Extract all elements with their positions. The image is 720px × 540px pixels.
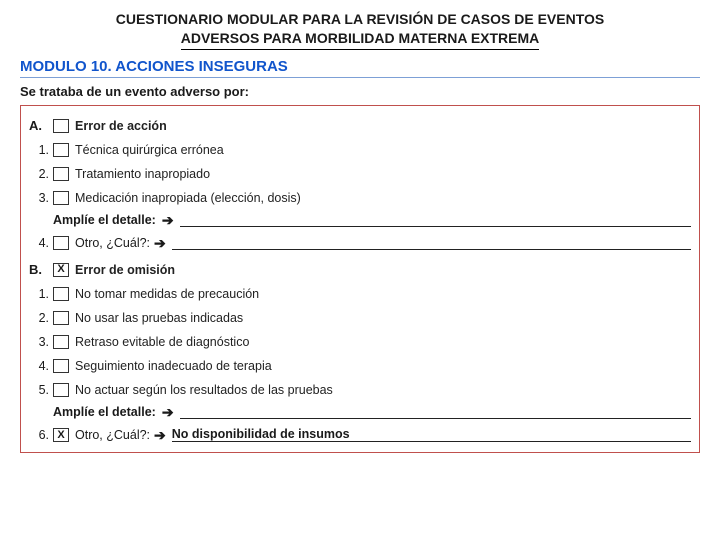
- detail-input[interactable]: [180, 213, 691, 227]
- item-checkbox[interactable]: [53, 167, 69, 181]
- item-checkbox[interactable]: [53, 359, 69, 373]
- item-label: No usar las pruebas indicadas: [75, 311, 243, 325]
- item-label: No actuar según los resultados de las pr…: [75, 383, 333, 397]
- item-checkbox[interactable]: [53, 143, 69, 157]
- form-box: A. Error de acción 1. Técnica quirúrgica…: [20, 105, 700, 453]
- section-b-label: Error de omisión: [75, 263, 175, 277]
- item-number: 1.: [29, 287, 49, 301]
- section-a-checkbox[interactable]: [53, 119, 69, 133]
- otro-label: Otro, ¿Cuál?:: [75, 428, 150, 442]
- item-number: 5.: [29, 383, 49, 397]
- heading-divider: [20, 77, 700, 78]
- item-number: 1.: [29, 143, 49, 157]
- item-checkbox[interactable]: [53, 236, 69, 250]
- item-label: No tomar medidas de precaución: [75, 287, 259, 301]
- item-row: 4. Seguimiento inadecuado de terapia: [29, 356, 691, 376]
- otro-label: Otro, ¿Cuál?:: [75, 236, 150, 250]
- title-line2: ADVERSOS PARA MORBILIDAD MATERNA EXTREMA: [181, 29, 540, 50]
- otro-input[interactable]: [172, 236, 691, 250]
- item-checkbox[interactable]: X: [53, 428, 69, 442]
- item-number: 3.: [29, 191, 49, 205]
- item-label: Retraso evitable de diagnóstico: [75, 335, 249, 349]
- section-a-otro: 4. Otro, ¿Cuál?: ➔: [29, 235, 691, 252]
- item-label: Técnica quirúrgica errónea: [75, 143, 224, 157]
- arrow-icon: ➔: [154, 235, 166, 252]
- document-title: CUESTIONARIO MODULAR PARA LA REVISIÓN DE…: [20, 10, 700, 50]
- section-a-label: Error de acción: [75, 119, 167, 133]
- arrow-icon: ➔: [162, 212, 174, 229]
- item-number: 4.: [29, 236, 49, 250]
- item-checkbox[interactable]: [53, 335, 69, 349]
- section-b-checkbox[interactable]: X: [53, 263, 69, 277]
- arrow-icon: ➔: [154, 427, 166, 444]
- title-line1: CUESTIONARIO MODULAR PARA LA REVISIÓN DE…: [20, 10, 700, 29]
- item-row: 3. Retraso evitable de diagnóstico: [29, 332, 691, 352]
- item-number: 3.: [29, 335, 49, 349]
- item-row: 2. Tratamiento inapropiado: [29, 164, 691, 184]
- item-checkbox[interactable]: [53, 287, 69, 301]
- item-row: 2. No usar las pruebas indicadas: [29, 308, 691, 328]
- item-row: 3. Medicación inapropiada (elección, dos…: [29, 188, 691, 208]
- item-number: 2.: [29, 167, 49, 181]
- module-heading: MODULO 10. ACCIONES INSEGURAS: [20, 58, 700, 75]
- lead-text: Se trataba de un evento adverso por:: [20, 84, 700, 99]
- item-checkbox[interactable]: [53, 383, 69, 397]
- section-a-detail: Amplíe el detalle: ➔: [29, 212, 691, 229]
- arrow-icon: ➔: [162, 404, 174, 421]
- item-row: 5. No actuar según los resultados de las…: [29, 380, 691, 400]
- otro-input[interactable]: No disponibilidad de insumos: [172, 428, 691, 442]
- item-checkbox[interactable]: [53, 191, 69, 205]
- item-number: 2.: [29, 311, 49, 325]
- item-row: 1. Técnica quirúrgica errónea: [29, 140, 691, 160]
- detail-label: Amplíe el detalle:: [53, 213, 156, 227]
- item-label: Seguimiento inadecuado de terapia: [75, 359, 272, 373]
- section-b-letter: B.: [29, 262, 49, 277]
- detail-input[interactable]: [180, 405, 691, 419]
- item-label: Medicación inapropiada (elección, dosis): [75, 191, 301, 205]
- item-label: Tratamiento inapropiado: [75, 167, 210, 181]
- section-b-header: B. X Error de omisión: [29, 260, 691, 280]
- section-b-otro: 6. X Otro, ¿Cuál?: ➔ No disponibilidad d…: [29, 427, 691, 444]
- item-number: 6.: [29, 428, 49, 442]
- item-checkbox[interactable]: [53, 311, 69, 325]
- section-a-letter: A.: [29, 118, 49, 133]
- section-a-header: A. Error de acción: [29, 116, 691, 136]
- section-b-detail: Amplíe el detalle: ➔: [29, 404, 691, 421]
- item-row: 1. No tomar medidas de precaución: [29, 284, 691, 304]
- detail-label: Amplíe el detalle:: [53, 405, 156, 419]
- item-number: 4.: [29, 359, 49, 373]
